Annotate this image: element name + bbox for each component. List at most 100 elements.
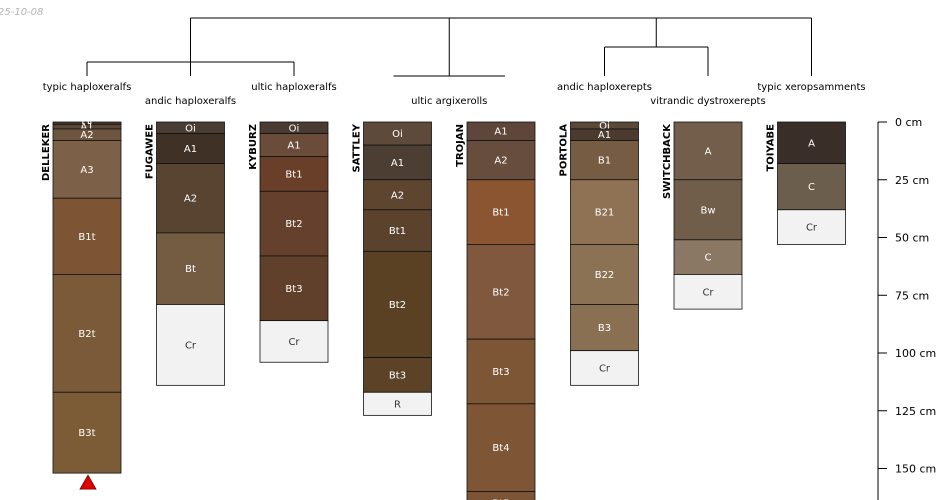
truncation-marker [79,474,97,490]
horizon-label: Cr [288,337,300,348]
horizon-bt2 [259,190,329,257]
horizon-bt2 [466,244,536,340]
horizon-a2 [363,179,432,211]
horizon-label: B2t [78,329,95,340]
horizon-bt1 [259,156,329,192]
horizon-label: Bt3 [389,370,406,381]
depth-tick-label: 50 cm [895,232,929,245]
horizon-c [673,239,743,275]
horizon-a1 [363,144,432,181]
profile-name: TOIYABE [766,124,777,172]
horizon-label: Cr [806,223,818,234]
group-label: vitrandic dystroxerepts [650,96,765,107]
group-label: ultic argixerolls [411,96,487,107]
horizon-label: C [705,253,712,264]
horizon-label: A1 [80,122,93,133]
horizon-bt1 [363,209,432,252]
horizon-label: B3 [598,323,611,334]
horizon-b3t [52,391,122,474]
horizon-label: Bt1 [389,226,406,237]
group-label: andic haploxeralfs [145,96,236,107]
horizon-label: Oi [392,129,403,140]
horizon-label: Cr [185,340,197,351]
horizon-b1t [52,197,122,275]
group-label: ultic haploxeralfs [251,82,336,93]
horizon-label: Bt1 [285,169,302,180]
horizon-bt3 [466,338,536,405]
horizon-label: Bt1 [492,208,509,219]
horizon-label: A1 [391,158,404,169]
horizon-bw [673,179,743,241]
horizon-a [777,121,846,164]
horizon-bt1 [466,179,536,245]
horizon-label: Bt [185,264,196,275]
horizon-cr [673,274,743,310]
horizon-label: A1 [598,130,611,141]
profile-name: FUGAWEE [145,124,156,179]
horizon-label: Bt3 [492,367,509,378]
horizon-label: A [705,146,712,157]
horizon-cr [777,209,846,245]
horizon-label: B21 [595,208,615,219]
horizon-label: A1 [287,141,300,152]
depth-tick-label: 150 cm [895,463,936,476]
horizon-r [363,391,432,416]
horizon-b2t [52,274,122,393]
horizon-bt2 [363,250,432,359]
horizon-label: A2 [494,156,507,167]
horizon-label: A2 [391,190,404,201]
horizon-label: Cr [599,364,611,375]
horizon-label: Bt3 [285,284,302,295]
profile-name: PORTOLA [559,124,570,177]
group-label: typic haploxeralfs [43,82,132,93]
depth-tick-label: 0 cm [895,116,922,129]
horizon-b22 [570,244,639,305]
profile-name: KYBURZ [248,124,259,170]
horizon-label: A3 [80,165,93,176]
horizon-label: A [808,138,815,149]
horizon-bt3 [259,255,329,322]
horizon-label: B22 [595,270,615,281]
horizon-label: Oi [289,123,300,134]
depth-tick-label: 125 cm [895,405,936,418]
horizon-label: Oi [185,123,196,134]
horizon-a1 [156,133,225,164]
group-label: andic haploxerepts [557,82,652,93]
profile-name: TROJAN [455,124,466,167]
horizon-label: Bw [700,205,715,216]
depth-tick-label: 25 cm [895,174,929,187]
horizon-b21 [570,179,639,245]
profile-name: DELLEKER [41,124,52,181]
horizon-label: B3t [78,428,95,439]
horizon-label: Bt2 [492,287,509,298]
horizon-label: Bt2 [285,219,302,230]
horizon-bt3 [363,357,432,393]
depth-tick-label: 75 cm [895,289,929,302]
horizon-label: Bt4 [492,443,509,454]
profile-name: SATTLEY [352,123,363,172]
horizon-label: C [808,182,815,193]
horizon-cr [156,304,225,386]
horizon-bt5 [466,491,536,500]
horizon-label: A1 [184,144,197,155]
horizon-label: A2 [184,194,197,205]
horizon-cr [570,350,639,386]
horizon-label: R [394,399,401,410]
horizon-label: B1 [598,156,611,167]
horizon-label: A1 [494,127,507,138]
horizon-cr [259,320,329,363]
horizon-label: Cr [702,287,714,298]
depth-tick-label: 100 cm [895,347,936,360]
horizon-label: Bt5 [492,499,509,500]
horizon-a2 [466,140,536,181]
horizon-label: B1t [78,232,95,243]
horizon-bt4 [466,403,536,493]
horizon-label: Bt2 [389,300,406,311]
date-stamp: 25-10-08 [0,7,44,18]
horizon-c [777,163,846,211]
horizon-label: A2 [80,130,93,141]
profile-name: SWITCHBACK [662,123,673,199]
horizon-b1 [570,140,639,181]
group-label: typic xeropsamments [757,82,865,93]
